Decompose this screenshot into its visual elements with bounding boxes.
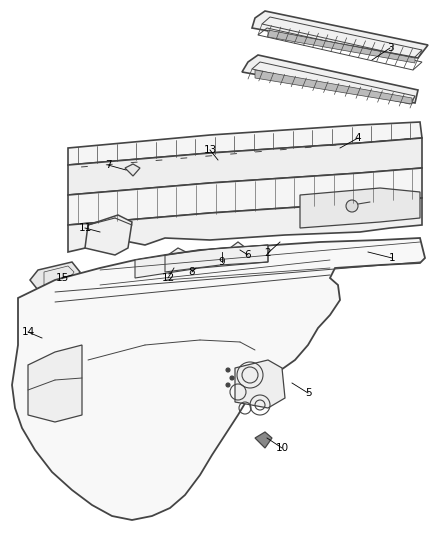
Circle shape: [346, 200, 358, 212]
Circle shape: [230, 376, 234, 380]
Circle shape: [218, 254, 226, 262]
Text: 8: 8: [189, 267, 195, 277]
Text: 11: 11: [78, 223, 92, 233]
Text: 5: 5: [305, 388, 311, 398]
Polygon shape: [268, 30, 415, 63]
Text: 10: 10: [276, 443, 289, 453]
Polygon shape: [242, 55, 418, 103]
Polygon shape: [30, 262, 80, 290]
Polygon shape: [28, 345, 82, 422]
Text: 14: 14: [21, 327, 35, 337]
Text: 15: 15: [55, 273, 69, 283]
Polygon shape: [230, 242, 246, 260]
Polygon shape: [12, 238, 425, 520]
Polygon shape: [68, 122, 422, 165]
Polygon shape: [68, 138, 422, 195]
Polygon shape: [252, 11, 428, 58]
Circle shape: [214, 250, 230, 266]
Polygon shape: [85, 215, 132, 255]
Polygon shape: [125, 164, 140, 176]
Text: 1: 1: [389, 253, 396, 263]
Polygon shape: [68, 168, 422, 225]
Circle shape: [226, 368, 230, 372]
Text: 2: 2: [265, 248, 271, 258]
Circle shape: [226, 383, 230, 387]
Polygon shape: [255, 432, 272, 448]
Text: 6: 6: [245, 250, 251, 260]
Text: 9: 9: [219, 257, 225, 267]
Polygon shape: [300, 188, 420, 228]
Text: 12: 12: [161, 273, 175, 283]
Text: 4: 4: [355, 133, 361, 143]
Text: 13: 13: [203, 145, 217, 155]
Polygon shape: [68, 198, 422, 252]
Polygon shape: [255, 70, 412, 104]
Polygon shape: [162, 248, 192, 278]
Text: 3: 3: [387, 43, 393, 53]
Polygon shape: [135, 245, 268, 278]
Polygon shape: [235, 360, 285, 408]
Text: 7: 7: [105, 160, 111, 170]
